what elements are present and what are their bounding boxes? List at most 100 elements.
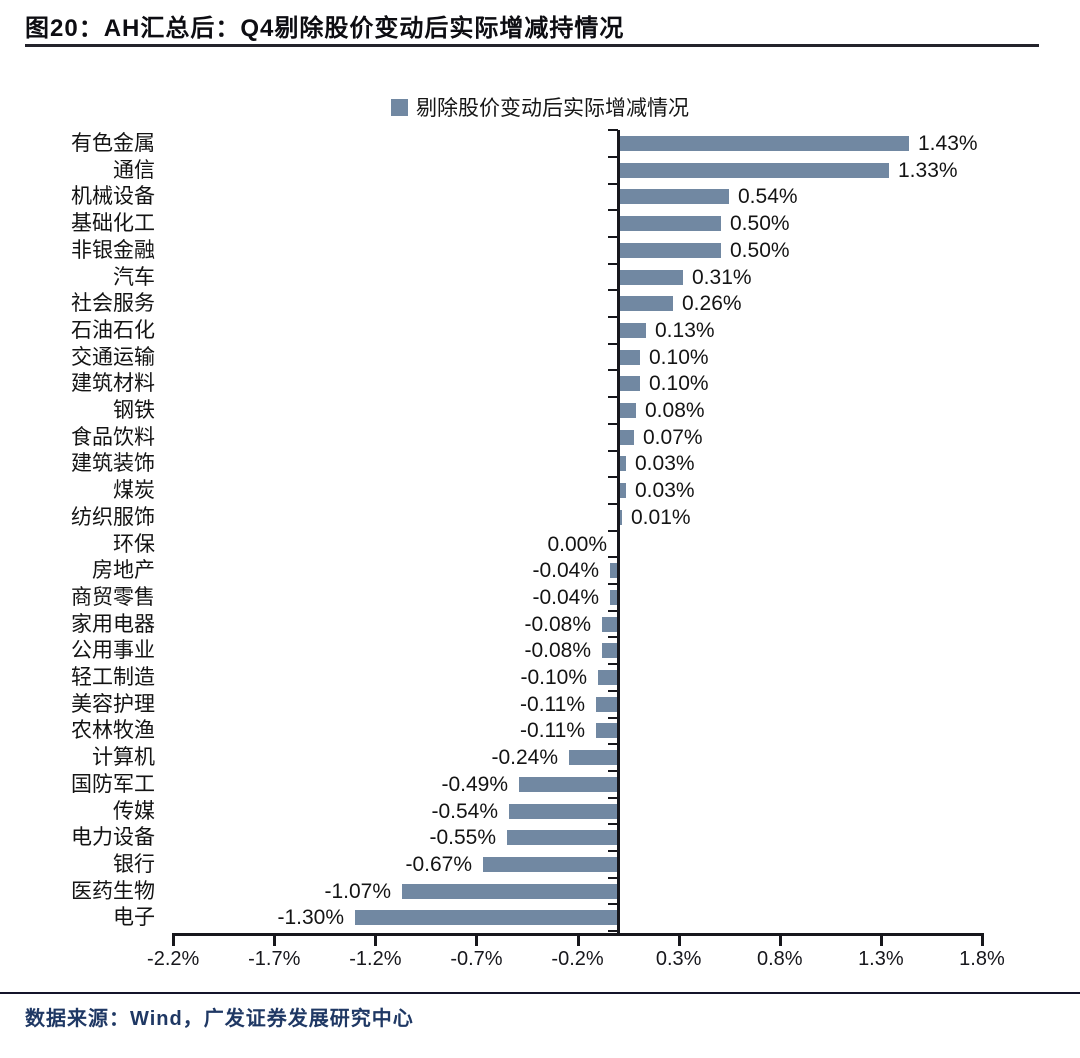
value-label: -0.49% [441, 772, 508, 796]
value-label: 0.07% [643, 425, 703, 449]
x-axis-tick [980, 933, 984, 946]
x-axis-tick [273, 933, 277, 946]
x-tick-label: -1.2% [349, 948, 402, 970]
bar-segment [507, 830, 618, 846]
bar-segment [355, 910, 618, 926]
legend: 剔除股价变动后实际增减情况 [0, 92, 1080, 122]
category-label: 家用电器 [71, 612, 155, 636]
value-label: -0.55% [429, 826, 496, 850]
category-label: 钢铁 [113, 399, 155, 422]
category-axis-tick [608, 422, 618, 425]
category-label: 煤炭 [113, 479, 155, 503]
category-axis-tick [608, 182, 618, 185]
category-axis-tick [608, 743, 618, 746]
category-axis-tick [608, 289, 618, 292]
bar-segment [602, 616, 618, 632]
category-label: 银行 [113, 852, 155, 876]
category-axis-tick [608, 449, 618, 452]
value-label: -0.24% [491, 746, 558, 770]
value-label: 0.08% [645, 399, 705, 422]
category-axis-tick [608, 155, 618, 158]
category-axis-tick [608, 663, 618, 666]
category-label: 汽车 [113, 265, 155, 289]
category-axis-tick [608, 502, 618, 505]
bar-segment [569, 750, 618, 766]
value-label: -0.04% [532, 559, 599, 583]
bar-segment [620, 376, 640, 392]
category-label: 建筑材料 [71, 372, 155, 396]
value-label: 0.03% [635, 452, 695, 476]
legend-swatch-icon [391, 98, 408, 116]
bar-segment [620, 216, 721, 232]
bar-segment [620, 483, 626, 499]
category-label: 公用事业 [71, 639, 155, 663]
value-label: -0.08% [524, 639, 591, 663]
bar-segment [610, 563, 618, 579]
category-axis-tick [608, 903, 618, 906]
value-label: 0.26% [682, 292, 742, 316]
category-label: 电子 [113, 906, 155, 930]
value-label: 0.10% [649, 372, 709, 396]
x-axis-tick [677, 933, 681, 946]
bar-segment [620, 322, 646, 338]
x-tick-label: 0.8% [756, 948, 803, 970]
category-axis-tick [608, 235, 618, 238]
x-tick-label: -2.2% [147, 948, 200, 970]
category-axis-tick [608, 850, 618, 853]
value-label: -0.11% [520, 719, 585, 743]
category-axis-tick [608, 529, 618, 532]
x-axis-tick [374, 933, 378, 946]
bar-segment [620, 429, 634, 445]
category-axis-tick [608, 796, 618, 799]
bar-segment [620, 162, 889, 178]
bar-segment [620, 242, 721, 258]
category-axis-tick [608, 716, 618, 719]
value-label: 0.50% [730, 238, 790, 262]
category-label: 农林牧渔 [71, 719, 155, 743]
category-axis-tick [608, 583, 618, 586]
category-label: 电力设备 [71, 826, 155, 850]
bar-segment [519, 776, 618, 792]
category-label: 建筑装饰 [71, 452, 155, 476]
category-axis-tick [608, 609, 618, 612]
x-axis-tick [879, 933, 883, 946]
category-axis [617, 130, 620, 936]
category-axis-tick [608, 876, 618, 879]
value-label: 1.43% [918, 132, 978, 155]
category-axis-tick [608, 316, 618, 319]
category-axis-tick [608, 823, 618, 826]
bar-segment [620, 456, 626, 472]
category-label: 美容护理 [71, 692, 155, 716]
category-axis-tick [608, 342, 618, 345]
x-tick-label: 0.3% [655, 948, 702, 970]
data-source: 数据来源：Wind，广发证券发展研究中心 [25, 1008, 414, 1030]
x-axis-tick [172, 933, 176, 946]
category-label: 石油石化 [71, 318, 155, 342]
bar-segment [596, 696, 618, 712]
category-label: 国防军工 [71, 772, 155, 796]
value-label: -0.11% [520, 692, 585, 716]
bar-segment [620, 509, 622, 525]
category-label: 有色金属 [71, 132, 155, 155]
footer-divider [0, 992, 1080, 994]
value-label: -0.04% [532, 585, 599, 609]
x-tick-label: 1.8% [959, 948, 1005, 970]
category-label: 食品饮料 [71, 425, 155, 449]
category-axis-tick [608, 369, 618, 372]
x-tick-label: -1.7% [248, 948, 301, 970]
value-label: 0.54% [738, 185, 798, 209]
value-label: -0.54% [431, 799, 498, 823]
bar-segment [483, 856, 618, 872]
x-axis-tick [576, 933, 580, 946]
category-axis-tick [608, 209, 618, 212]
x-axis-tick [778, 933, 782, 946]
bar-segment [620, 269, 683, 285]
category-label: 基础化工 [71, 212, 155, 236]
bar-segment [602, 643, 618, 659]
value-label: -0.08% [524, 612, 591, 636]
category-axis-tick [608, 689, 618, 692]
value-label: 0.50% [730, 212, 790, 236]
category-label: 非银金融 [71, 238, 155, 262]
bar-segment [610, 589, 618, 605]
